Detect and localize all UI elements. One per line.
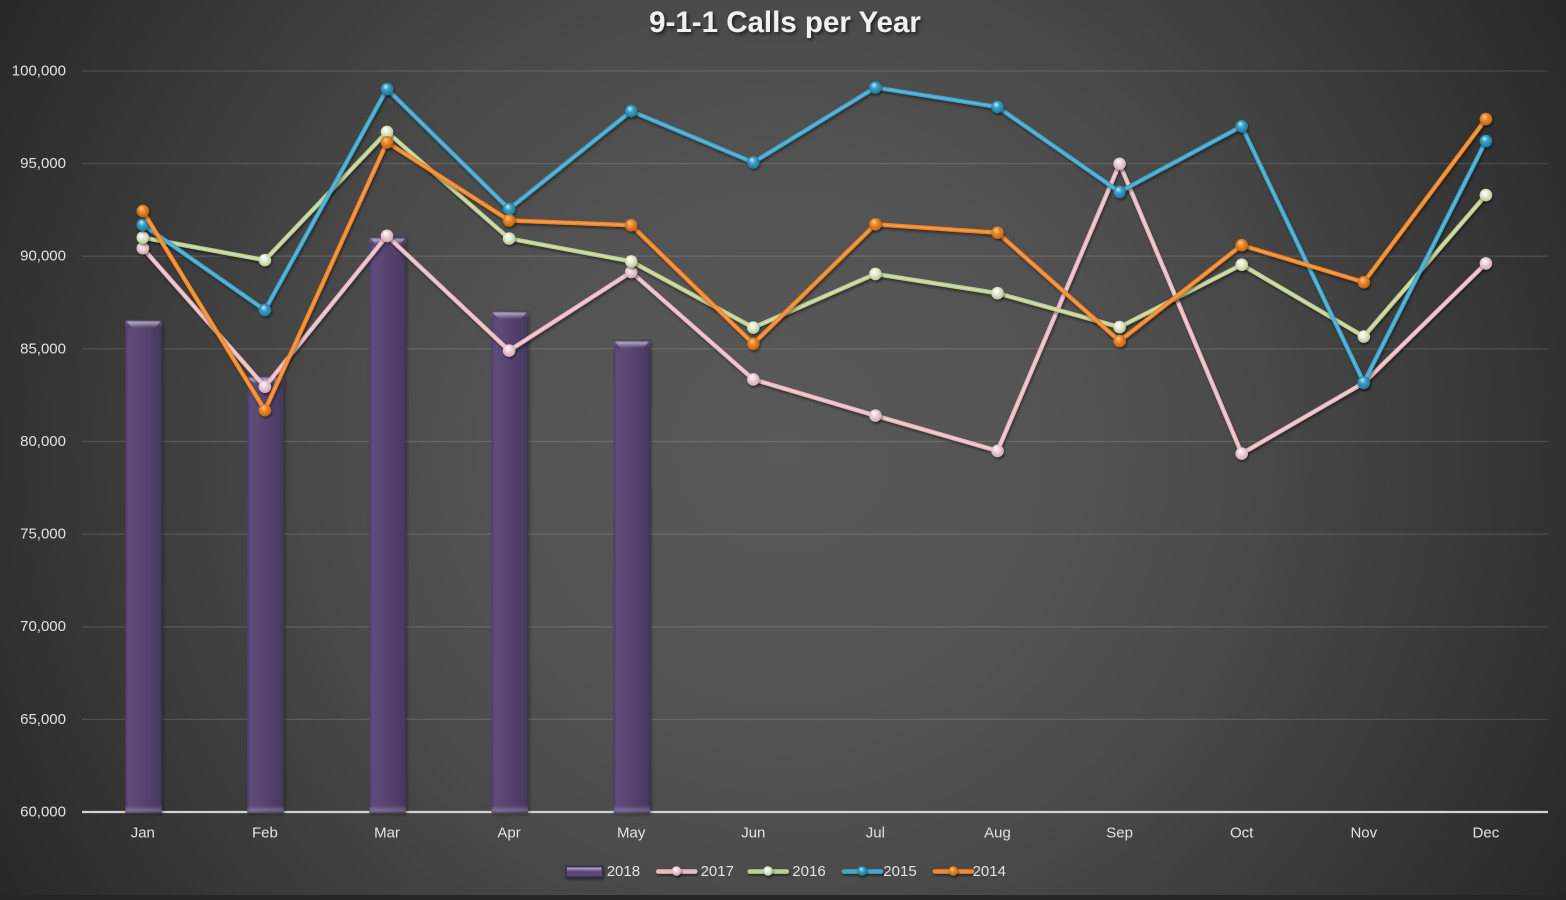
svg-text:Aug: Aug — [984, 825, 1011, 842]
svg-text:Jun: Jun — [741, 825, 765, 842]
svg-text:Jan: Jan — [131, 825, 155, 842]
svg-text:May: May — [617, 825, 646, 842]
svg-text:Nov: Nov — [1350, 825, 1377, 842]
svg-text:100,000: 100,000 — [12, 62, 66, 79]
svg-text:Mar: Mar — [374, 825, 400, 842]
svg-text:90,000: 90,000 — [20, 248, 66, 265]
svg-text:Oct: Oct — [1230, 825, 1254, 842]
svg-text:95,000: 95,000 — [20, 155, 66, 172]
svg-text:65,000: 65,000 — [20, 711, 66, 728]
svg-text:2014: 2014 — [973, 863, 1006, 880]
svg-text:Feb: Feb — [252, 825, 278, 842]
svg-text:60,000: 60,000 — [20, 803, 66, 820]
svg-text:2016: 2016 — [792, 863, 825, 880]
svg-text:70,000: 70,000 — [20, 618, 66, 635]
svg-text:Sep: Sep — [1106, 825, 1133, 842]
svg-text:9-1-1 Calls per Year: 9-1-1 Calls per Year — [649, 6, 921, 39]
svg-text:2015: 2015 — [883, 863, 916, 880]
svg-text:80,000: 80,000 — [20, 433, 66, 450]
svg-text:Jul: Jul — [866, 825, 885, 842]
svg-text:2018: 2018 — [607, 863, 640, 880]
svg-text:75,000: 75,000 — [20, 526, 66, 543]
svg-text:85,000: 85,000 — [20, 340, 66, 357]
svg-text:Dec: Dec — [1473, 825, 1500, 842]
svg-text:Apr: Apr — [497, 825, 520, 842]
svg-text:2017: 2017 — [701, 863, 734, 880]
